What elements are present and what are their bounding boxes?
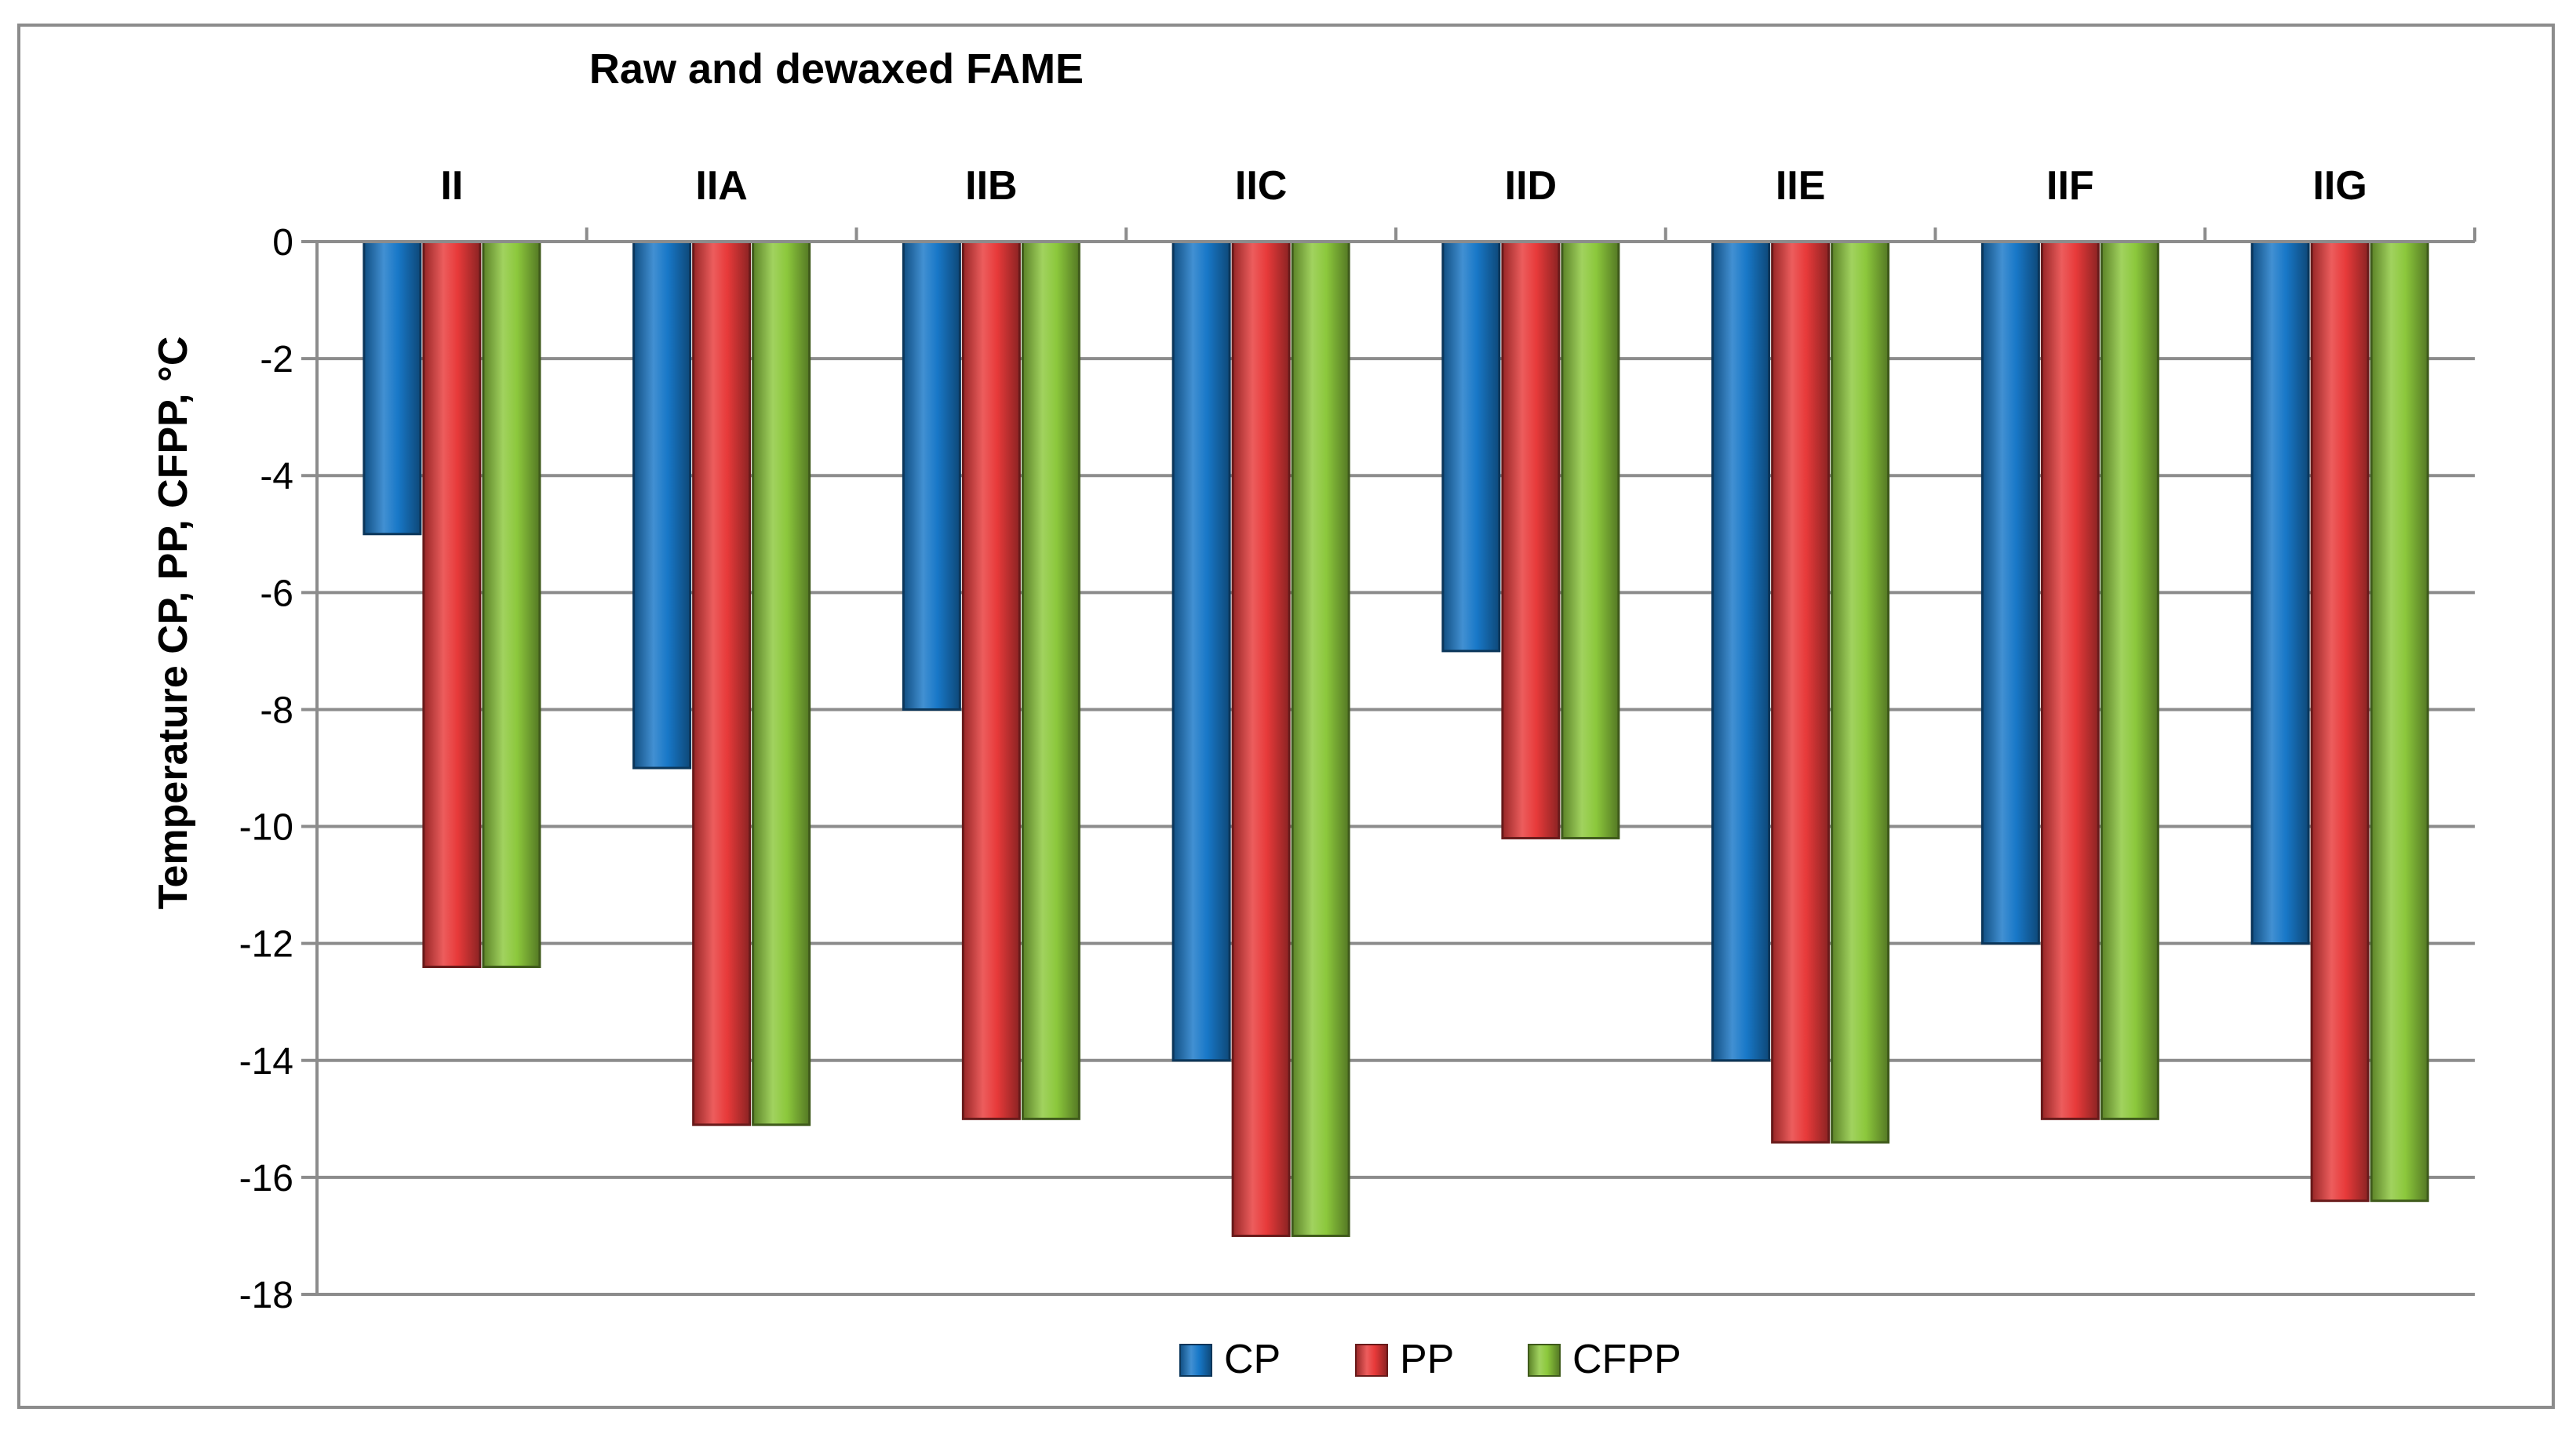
y-tick-label: -2 — [260, 339, 293, 380]
chart-title: Raw and dewaxed FAME — [589, 45, 1084, 93]
category-label: IIG — [2312, 163, 2366, 209]
category-label: IIC — [1235, 163, 1287, 209]
y-tick-labels: 0 -2 -4 -6 -8 -10 -12 -14 -16 -18 — [239, 222, 293, 1316]
category-label: IIE — [1776, 163, 1826, 209]
legend-label-pp: PP — [1400, 1337, 1454, 1382]
bar-cp-iib — [902, 240, 961, 711]
bar-cfpp-iie — [1831, 240, 1890, 1144]
y-tick-label: -8 — [260, 690, 293, 731]
bar-pp-iif — [2040, 240, 2100, 1120]
bar-cp-ii — [363, 240, 422, 536]
bar-cfpp-iid — [1561, 240, 1620, 839]
category-label: II — [440, 163, 463, 209]
bars — [363, 240, 2429, 1237]
category-labels: II IIA IIB IIC IID IIE IIF IIG — [440, 163, 2366, 209]
bar-cp-iig — [2250, 240, 2310, 945]
bar-pp-iie — [1771, 240, 1831, 1144]
bar-cfpp-iib — [1021, 240, 1080, 1120]
bar-pp-iig — [2310, 240, 2370, 1203]
y-tick-label: 0 — [272, 222, 293, 264]
y-tick-label: -4 — [260, 456, 293, 497]
bar-pp-iib — [961, 240, 1021, 1120]
bar-cfpp-iic — [1291, 240, 1350, 1237]
y-tick-label: -14 — [239, 1041, 293, 1083]
legend-label-cp: CP — [1224, 1337, 1281, 1382]
category-label: IIB — [965, 163, 1017, 209]
bar-pp-iia — [692, 240, 752, 1126]
chart-frame: Raw and dewaxed FAME 0 -2 -4 -6 -8 -10 -12 -14 -… — [17, 24, 2555, 1409]
bar-pp-iid — [1501, 240, 1561, 839]
legend: CP PP CFPP — [1179, 1337, 1682, 1382]
bar-cp-iia — [632, 240, 692, 770]
legend-swatch-cfpp — [1528, 1344, 1561, 1377]
legend-swatch-cp — [1179, 1344, 1212, 1377]
legend-label-cfpp: CFPP — [1572, 1337, 1682, 1382]
y-tick-label: -16 — [239, 1158, 293, 1199]
category-label: IIF — [2046, 163, 2094, 209]
y-tick-label: -10 — [239, 807, 293, 849]
y-tick-label: -18 — [239, 1275, 293, 1316]
y-tick-label: -12 — [239, 924, 293, 966]
bar-cfpp-iia — [752, 240, 811, 1126]
bar-cfpp-iif — [2100, 240, 2159, 1120]
bar-pp-iic — [1231, 240, 1291, 1237]
bar-chart: Raw and dewaxed FAME 0 -2 -4 -6 -8 -10 -12 -14 -… — [151, 45, 2476, 1382]
y-tick-label: -6 — [260, 573, 293, 614]
bar-cfpp-iig — [2370, 240, 2429, 1203]
bar-pp-ii — [422, 240, 482, 968]
category-label: IIA — [695, 163, 747, 209]
bar-cfpp-ii — [482, 240, 541, 968]
bar-cp-iie — [1711, 240, 1771, 1062]
y-axis-label: Temperature CP, PP, CFPP, °C — [151, 337, 196, 910]
category-label: IID — [1505, 163, 1557, 209]
legend-swatch-pp — [1355, 1344, 1388, 1377]
axes — [301, 227, 2476, 1296]
bar-cp-iif — [1980, 240, 2040, 945]
bar-cp-iid — [1441, 240, 1501, 653]
bar-cp-iic — [1171, 240, 1231, 1062]
